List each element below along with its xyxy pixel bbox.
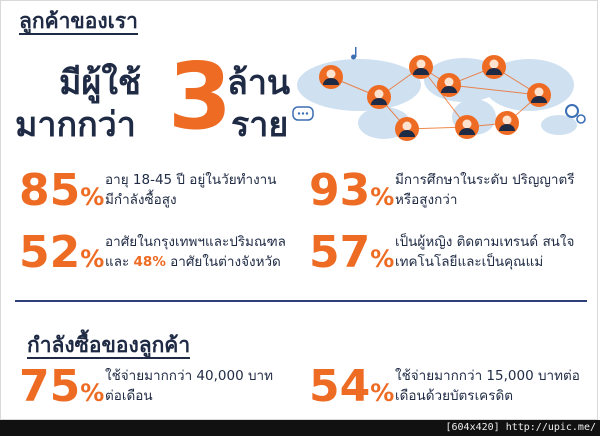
stat-percentage: 57% xyxy=(309,227,395,278)
user-avatars xyxy=(319,55,551,141)
connection-lines xyxy=(330,66,540,130)
stat-percentage: 85% xyxy=(19,165,105,216)
image-host-watermark: [604x420] http://upic.me/ xyxy=(0,420,600,436)
stat-age: 85% อายุ 18-45 ปี อยู่ในวัยทำงาน มีกำลังซ… xyxy=(19,169,289,213)
avatar xyxy=(437,73,461,97)
infographic-frame: ลูกค้าของเรา มีผู้ใช้ มากกว่า 3 ล้าน ราย xyxy=(0,0,598,420)
stat-description: ใช้จ่ายมากกว่า 15,000 บาทต่อ เดือนด้วยบัต… xyxy=(395,368,580,404)
stat-description: มีการศึกษาในระดับ ปริญญาตรี หรือสูงกว่า xyxy=(395,172,575,208)
stat-education: 93% มีการศึกษาในระดับ ปริญญาตรี หรือสูงกว… xyxy=(309,169,594,213)
section-title-customers: ลูกค้าของเรา xyxy=(19,9,138,36)
stat-description: อาศัยในกรุงเทพฯและปริมณฑล และ 48% อาศัยใ… xyxy=(105,234,286,270)
stat-percentage: 54% xyxy=(309,361,395,412)
stat-monthly-spending: 75% ใช้จ่ายมากกว่า 40,000 บาท ต่อเดือน xyxy=(19,365,304,409)
world-map-illustration xyxy=(292,47,586,141)
avatar xyxy=(495,111,519,135)
avatar xyxy=(395,117,419,141)
stat-percentage: 75% xyxy=(19,361,105,412)
avatar xyxy=(319,65,343,89)
avatar xyxy=(482,55,506,79)
gear-icon xyxy=(565,104,586,124)
hero-unit-people: ราย xyxy=(231,105,289,145)
stat-description: อายุ 18-45 ปี อยู่ในวัยทำงาน มีกำลังซื้อส… xyxy=(105,172,277,208)
stat-gender: 57% เป็นผู้หญิง ติดตามเทรนด์ สนใจ เทคโนโล… xyxy=(309,231,594,275)
section-divider xyxy=(15,300,587,302)
section-title-purchasing: กำลังซื้อของลูกค้า xyxy=(27,333,191,360)
avatar xyxy=(409,55,433,79)
chat-bubble-icon xyxy=(292,106,314,121)
stat-percentage: 93% xyxy=(309,165,395,216)
hero-more-than-label: มากกว่า xyxy=(15,105,136,145)
hero-number: 3 xyxy=(168,43,233,150)
avatar xyxy=(527,83,551,107)
hero-users-label: มีผู้ใช้ xyxy=(59,63,142,103)
stat-percentage: 52% xyxy=(19,227,105,278)
stat-description: ใช้จ่ายมากกว่า 40,000 บาท ต่อเดือน xyxy=(105,368,274,404)
avatar xyxy=(367,85,391,109)
stat-credit-card-spending: 54% ใช้จ่ายมากกว่า 15,000 บาทต่อ เดือนด้ว… xyxy=(309,365,594,409)
music-note-icon xyxy=(351,47,357,60)
stat-location: 52% อาศัยในกรุงเทพฯและปริมณฑล และ 48% อา… xyxy=(19,231,304,275)
stat-description: เป็นผู้หญิง ติดตามเทรนด์ สนใจ เทคโนโลยีแล… xyxy=(395,234,575,270)
hero-unit-million: ล้าน xyxy=(227,63,291,103)
avatar xyxy=(455,115,479,139)
